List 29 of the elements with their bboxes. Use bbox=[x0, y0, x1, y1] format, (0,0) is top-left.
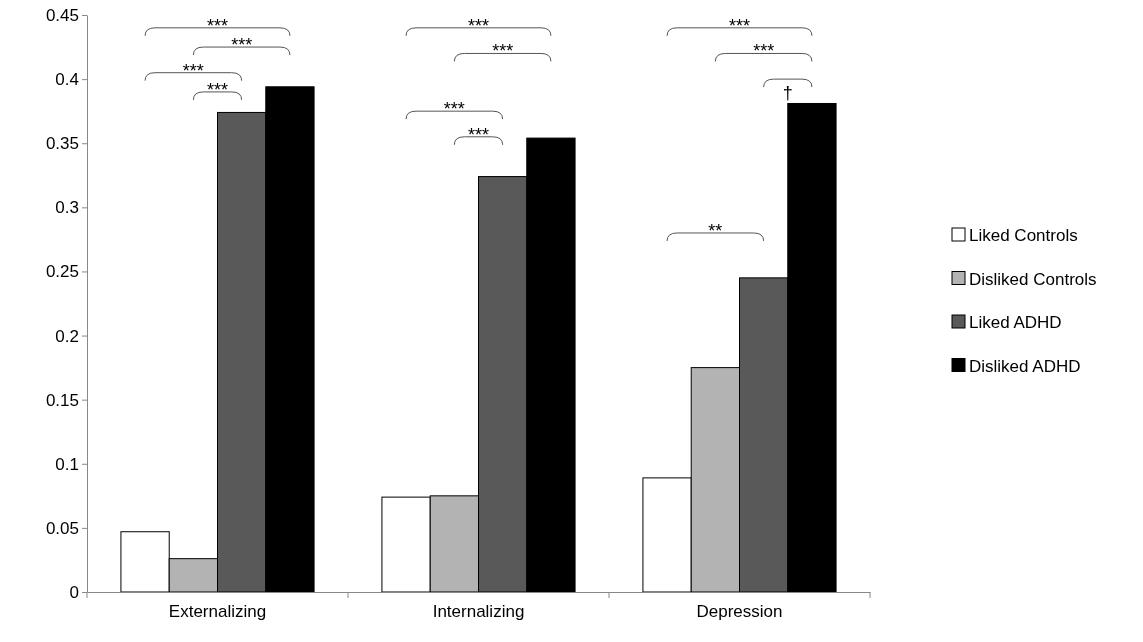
legend-label: Liked Controls bbox=[969, 226, 1078, 245]
y-tick-label: 0.45 bbox=[45, 5, 79, 25]
annotation: *** bbox=[182, 60, 204, 81]
annotation: *** bbox=[231, 35, 253, 56]
legend-label: Disliked ADHD bbox=[969, 356, 1081, 376]
annotation: *** bbox=[443, 99, 465, 120]
annotation: *** bbox=[753, 41, 775, 62]
y-tick-label: 0.15 bbox=[45, 390, 79, 410]
y-tick-label: 0.35 bbox=[45, 134, 79, 154]
annotation: *** bbox=[206, 79, 229, 100]
annotation: *** bbox=[467, 124, 490, 145]
y-tick-label: 0.25 bbox=[45, 262, 79, 282]
legend-label: Disliked Controls bbox=[969, 269, 1097, 289]
annotation: † bbox=[782, 83, 793, 104]
y-tick-label: 0.1 bbox=[55, 454, 79, 474]
y-tick-label: 0.3 bbox=[55, 198, 79, 218]
annotation: *** bbox=[492, 41, 514, 62]
annotation: *** bbox=[206, 15, 229, 36]
y-tick-label: 0.4 bbox=[55, 70, 79, 90]
y-tick-label: 0.05 bbox=[45, 518, 79, 538]
legend-label: Liked ADHD bbox=[969, 313, 1062, 332]
x-tick-label: Depression bbox=[696, 602, 783, 622]
annotation: ** bbox=[708, 220, 723, 241]
x-tick-label: Internalizing bbox=[432, 602, 525, 622]
x-tick-label: Externalizing bbox=[168, 602, 267, 622]
annotation: *** bbox=[728, 15, 751, 36]
y-tick-label: 0 bbox=[69, 582, 79, 602]
annotation: *** bbox=[467, 15, 490, 36]
y-tick-label: 0.2 bbox=[55, 326, 79, 346]
